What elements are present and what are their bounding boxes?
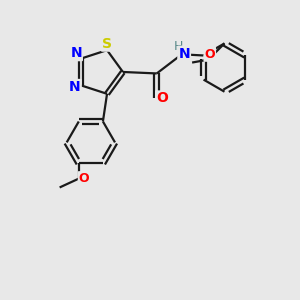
- Text: N: N: [178, 47, 190, 61]
- Text: S: S: [102, 37, 112, 51]
- Text: O: O: [79, 172, 89, 185]
- Text: O: O: [156, 92, 168, 106]
- Text: N: N: [70, 46, 82, 60]
- Text: H: H: [174, 40, 183, 52]
- Text: O: O: [205, 48, 215, 61]
- Text: N: N: [69, 80, 81, 94]
